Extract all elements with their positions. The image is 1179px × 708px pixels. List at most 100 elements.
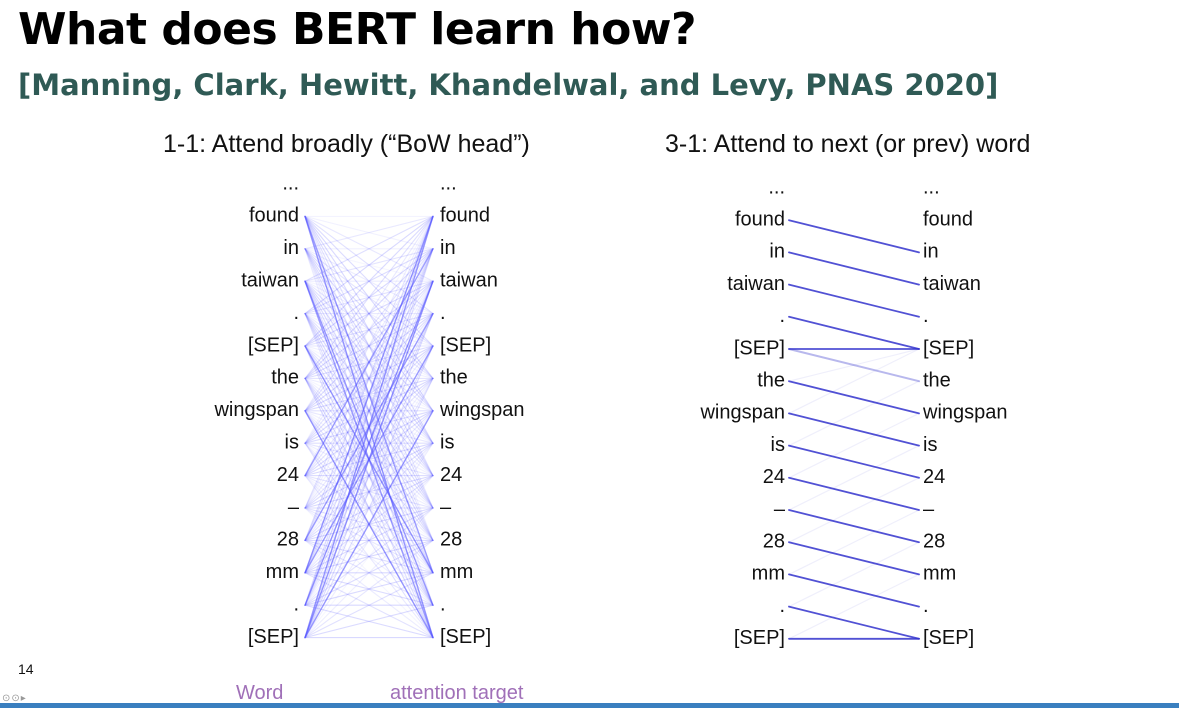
attention-line-6-3: [304, 280, 434, 379]
attention-line-strong-2-3: [788, 251, 920, 286]
attention-line-faint-13-11: [788, 541, 920, 608]
attention-line-strong-8-9: [788, 444, 920, 479]
token-target-14-sep: [SEP]: [923, 627, 974, 649]
token-word-7-wingspan: wingspan: [213, 399, 299, 421]
word-column-bow-head: ... found in taiwan. [SEP] the wingspan is 24 – 28…: [213, 172, 299, 648]
attention-line-strong-9-2: [304, 248, 434, 477]
attention-line-strong-3-4: [788, 283, 920, 318]
token-target-12-mm: mm: [923, 563, 956, 585]
attention-line-9-5: [304, 345, 434, 477]
attention-line-1-2: [304, 215, 434, 250]
token-target-11-28: 28: [923, 530, 945, 552]
attention-line-1-4: [304, 215, 434, 315]
attention-line-12-7: [304, 410, 434, 574]
token-word-0-punct: ...: [768, 176, 785, 198]
attention-line-1-7: [304, 215, 434, 412]
target-column-next-word: ... found in taiwan. [SEP] the wingspan is 24 – 28…: [922, 176, 1008, 649]
token-target-5-sep: [SEP]: [440, 334, 491, 356]
attention-line-medium-5-6: [788, 348, 920, 383]
player-controls-icon[interactable]: ⊙⊙▸: [2, 693, 27, 704]
attention-line-1-3: [304, 215, 434, 282]
token-target-8-is: is: [923, 434, 937, 456]
progress-bar: [0, 703, 1179, 708]
token-word-13-punct: .: [293, 593, 299, 615]
attention-line-10-2: [304, 248, 434, 509]
token-target-4-punct: .: [923, 305, 929, 327]
attention-line-strong-12-13: [788, 573, 920, 608]
attention-line-13-7: [304, 410, 434, 606]
page-number: 14: [18, 661, 34, 677]
attention-line-7-1: [304, 215, 434, 412]
attention-line-6-2: [304, 248, 434, 379]
attention-line-11-9: [304, 475, 434, 541]
token-target-0-punct: ...: [923, 176, 940, 198]
attention-line-7-13: [304, 410, 434, 606]
attention-line-6-14: [304, 377, 434, 639]
attention-line-6-8: [304, 377, 434, 444]
token-word-13-punct: .: [779, 595, 785, 617]
attention-line-strong-12-1: [304, 215, 434, 574]
attention-line-10-13: [304, 507, 434, 606]
attention-line-11-8: [304, 442, 434, 541]
axis-label-attention-target: attention target: [390, 682, 524, 704]
attention-line-2-6: [304, 248, 434, 379]
attention-line-10-14: [304, 507, 434, 639]
attention-line-3-6: [304, 280, 434, 379]
attention-line-5-14: [304, 345, 434, 639]
attention-line-14-11: [304, 539, 434, 639]
attention-line-strong-1-2: [788, 219, 920, 254]
token-word-9-24: 24: [763, 466, 785, 488]
attention-line-13-14: [304, 604, 434, 639]
attention-line-strong-7-8: [788, 412, 920, 447]
attention-line-1-13: [304, 215, 434, 606]
attention-line-8-1: [304, 215, 434, 444]
attention-line-14-8: [304, 442, 434, 639]
token-word-10-punct: –: [774, 498, 786, 520]
attention-line-1-5: [304, 215, 434, 347]
attention-line-8-2: [304, 248, 434, 444]
token-word-14-sep: [SEP]: [248, 626, 299, 648]
attention-line-faint-6-5: [788, 348, 920, 382]
token-word-0-punct: ...: [282, 172, 299, 194]
token-word-4-punct: .: [293, 302, 299, 324]
token-target-9-24: 24: [923, 466, 945, 488]
attention-line-5-9: [304, 345, 434, 477]
attention-line-faint-8-6: [788, 380, 920, 447]
token-word-11-28: 28: [763, 530, 785, 552]
attention-line-strong-6-7: [788, 380, 920, 415]
attention-line-7-3: [304, 280, 434, 412]
attention-line-14-9: [304, 475, 434, 639]
attention-line-2-12: [304, 248, 434, 574]
attention-line-faint-11-9: [788, 477, 920, 543]
token-target-12-mm: mm: [440, 561, 473, 583]
token-word-6-the: the: [271, 367, 299, 389]
attention-line-11-1: [304, 215, 434, 541]
attention-line-14-5: [304, 345, 434, 639]
attention-line-4-6: [304, 313, 434, 379]
token-word-9-24: 24: [277, 464, 299, 486]
attention-lines-next-word: [788, 219, 920, 640]
attention-line-4-14: [304, 313, 434, 639]
attention-line-8-14: [304, 442, 434, 639]
attention-line-strong-10-11: [788, 509, 920, 544]
token-target-2-in: in: [440, 237, 456, 259]
panel-title-next-word: 3-1: Attend to next (or prev) word: [665, 130, 1031, 158]
slide-citation: [Manning, Clark, Hewitt, Khandelwal, and…: [18, 68, 999, 102]
token-target-7-wingspan: wingspan: [922, 402, 1008, 424]
panel-title-bow-head: 1-1: Attend broadly (“BoW head”): [163, 130, 530, 158]
attention-line-11-3: [304, 280, 434, 541]
attention-line-3-11: [304, 280, 434, 541]
attention-line-11-7: [304, 410, 434, 541]
token-word-11-28: 28: [277, 529, 299, 551]
attention-line-14-6: [304, 377, 434, 639]
attention-line-1-8: [304, 215, 434, 444]
attention-line-12-14: [304, 572, 434, 639]
attention-line-14-10: [304, 507, 434, 639]
attention-line-faint-9-7: [788, 412, 920, 479]
token-word-14-sep: [SEP]: [734, 627, 785, 649]
attention-line-9-13: [304, 475, 434, 606]
attention-panel-next-word: ... found in taiwan. [SEP] the wingspan is 24 – 28…: [699, 176, 1007, 649]
attention-line-8-10: [304, 442, 434, 509]
attention-line-12-2: [304, 248, 434, 574]
token-word-3-taiwan: taiwan: [727, 273, 785, 295]
